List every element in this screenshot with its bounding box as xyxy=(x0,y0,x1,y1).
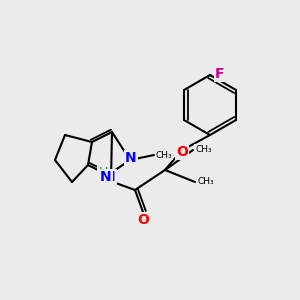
Text: O: O xyxy=(137,213,149,227)
Text: CH₃: CH₃ xyxy=(195,145,211,154)
Text: N: N xyxy=(100,170,112,184)
Text: N: N xyxy=(125,151,137,165)
Text: N: N xyxy=(104,170,116,184)
Text: CH₃: CH₃ xyxy=(156,151,172,160)
Text: H: H xyxy=(98,166,108,178)
Text: O: O xyxy=(176,145,188,159)
Text: CH₃: CH₃ xyxy=(197,178,214,187)
Text: F: F xyxy=(215,67,225,81)
